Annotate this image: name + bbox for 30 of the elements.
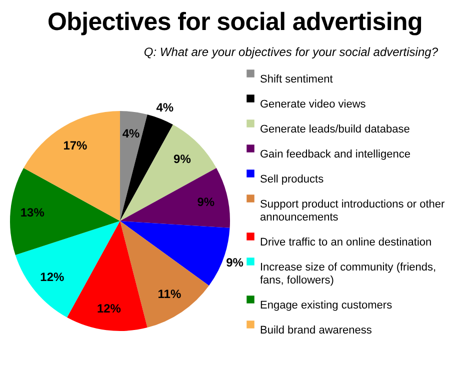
data-label: 4%: [156, 100, 174, 115]
chart-subtitle: Q: What are your objectives for your social advertising?: [142, 44, 439, 61]
legend-label: Increase size of community (friends, fans, followers): [260, 262, 436, 286]
legend-label: Engage existing customers: [260, 300, 393, 312]
data-label: 4%: [122, 126, 140, 141]
legend-label: Shift sentiment: [260, 74, 333, 86]
pie-slice: [120, 221, 209, 328]
data-label: 12%: [96, 301, 122, 316]
data-label: 9%: [174, 152, 192, 166]
legend-label: Sell products: [260, 174, 324, 186]
legend-label: Support product introductions or other announcements: [260, 198, 445, 224]
pie-slice: [15, 221, 120, 318]
pie-slice: [120, 168, 230, 228]
legend-label: Drive traffic to an online destination: [260, 236, 432, 248]
data-label: 13%: [20, 206, 45, 220]
pie-slice: [120, 111, 148, 221]
data-label: 11%: [158, 286, 182, 301]
data-label: 17%: [63, 138, 88, 152]
pie-slice: [67, 221, 148, 331]
data-label: 9%: [197, 194, 215, 209]
data-label: 9%: [226, 255, 244, 270]
pie-slice: [120, 114, 173, 221]
pie-slice: [10, 168, 120, 255]
legend-label: Generate video views: [260, 98, 366, 110]
legend-label: Build brand awareness: [260, 324, 372, 336]
legend-label: Gain feedback and intelligence: [260, 148, 410, 160]
pie-slice: [120, 124, 216, 221]
legend-label: Generate leads/build database: [260, 124, 410, 136]
chart-title: Objectives for social advertising: [46, 7, 424, 38]
data-label: 12%: [40, 270, 65, 284]
